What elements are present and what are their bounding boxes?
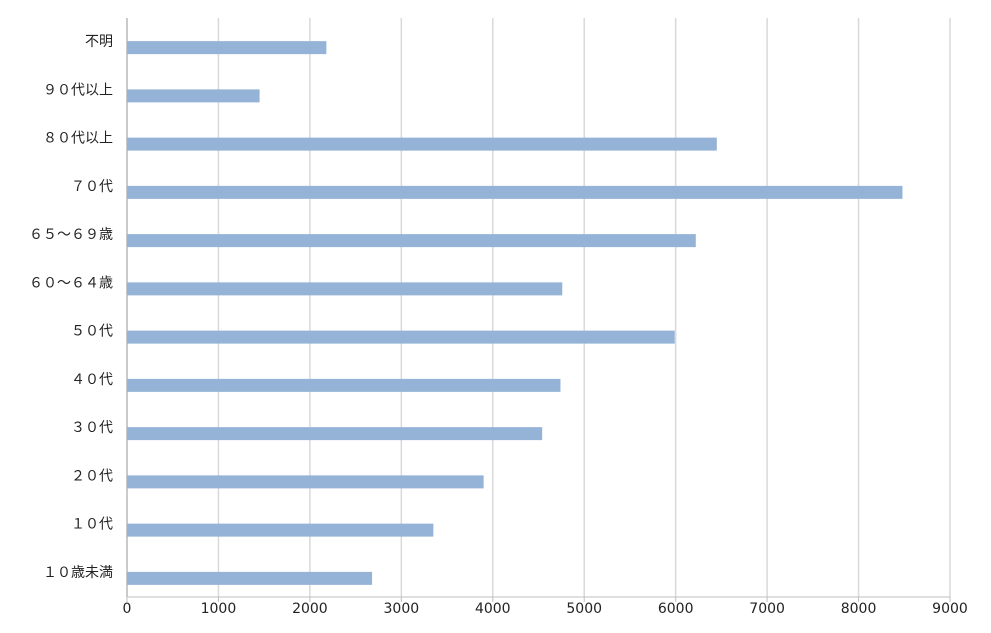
bar — [127, 282, 563, 296]
bar — [127, 185, 903, 199]
x-tick-label: 0 — [123, 601, 132, 617]
bar — [127, 234, 696, 248]
y-tick-label: ７０代 — [71, 179, 113, 195]
bar — [127, 475, 484, 489]
y-tick-label: １０代 — [71, 517, 113, 533]
y-tick-label: ５０代 — [71, 324, 113, 340]
x-tick-label: 5000 — [566, 601, 602, 617]
y-tick-label: ４０代 — [71, 372, 113, 388]
bar — [127, 523, 434, 537]
x-tick-label: 7000 — [749, 601, 785, 617]
y-tick-label: 不明 — [85, 34, 113, 50]
y-tick-label: ９０代以上 — [43, 82, 113, 98]
x-tick-label: 8000 — [841, 601, 877, 617]
y-tick-label: １０歳未満 — [43, 565, 113, 581]
bar — [127, 378, 561, 392]
y-tick-label: ２０代 — [71, 468, 113, 484]
y-tick-label: ６０～６４歳 — [29, 275, 113, 291]
y-tick-label: ３０代 — [71, 420, 113, 436]
y-tick-label: ６５～６９歳 — [29, 227, 113, 243]
bar — [127, 137, 717, 151]
x-tick-label: 6000 — [658, 601, 694, 617]
bar — [127, 41, 327, 55]
x-tick-label: 4000 — [475, 601, 511, 617]
x-tick-label: 9000 — [932, 601, 968, 617]
x-tick-label: 1000 — [201, 601, 237, 617]
bar — [127, 330, 675, 344]
x-tick-label: 3000 — [384, 601, 420, 617]
x-tick-label: 2000 — [292, 601, 328, 617]
y-tick-label: ８０代以上 — [43, 131, 113, 147]
bar — [127, 571, 373, 585]
bar — [127, 89, 260, 103]
bar — [127, 427, 543, 441]
